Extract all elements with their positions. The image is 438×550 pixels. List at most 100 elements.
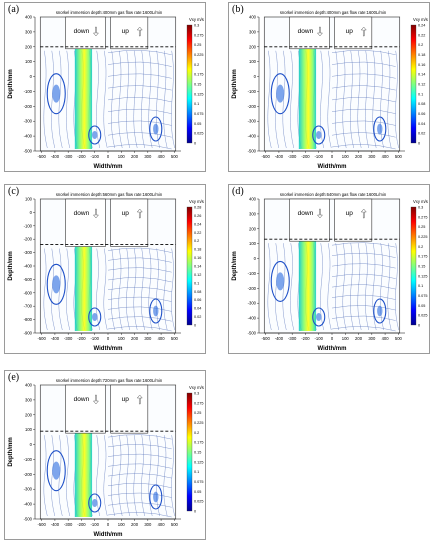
x-tick-label: 300 <box>144 336 152 341</box>
streamline <box>331 132 396 138</box>
x-tick-label: 400 <box>382 336 390 341</box>
panel-a: (a) snorkel immersion depth:400mm gas fl… <box>4 2 206 172</box>
y-tick-label: 100 <box>249 59 257 64</box>
down-label: down <box>298 28 314 35</box>
x-tick-label: 0 <box>107 336 110 341</box>
streamline <box>107 267 172 273</box>
y-tick-label: 0 <box>254 74 257 79</box>
colorbar-tick-label: 0.14 <box>194 265 201 269</box>
y-tick-label: 100 <box>249 241 257 246</box>
streamline <box>331 97 396 103</box>
y-tick-label: 300 <box>25 29 33 34</box>
y-tick-label: 0 <box>254 256 257 261</box>
colorbar-tick-label: 0.175 <box>194 441 204 445</box>
streamline <box>107 434 172 440</box>
colorbar-tick-label: 0.225 <box>194 53 204 57</box>
streamline <box>148 50 153 149</box>
y-tick-label: -400 <box>248 316 257 321</box>
streamline <box>331 273 396 279</box>
streamline <box>141 435 145 517</box>
arrow-up-icon <box>136 26 143 37</box>
x-tick-label: 100 <box>118 154 126 159</box>
x-tick-label: -400 <box>51 154 60 159</box>
streamline <box>126 50 130 149</box>
streamline <box>365 50 369 149</box>
streamline <box>107 473 172 479</box>
y-tick-label: 0 <box>30 74 33 79</box>
streamline <box>331 315 396 321</box>
downleg-jet <box>298 47 317 149</box>
x-tick-label: 200 <box>355 336 363 341</box>
streamline <box>107 277 172 283</box>
y-tick-label: 200 <box>249 226 257 231</box>
x-tick-label: -200 <box>77 522 86 527</box>
streamline <box>331 294 396 300</box>
x-tick-label: 300 <box>144 522 152 527</box>
streamline <box>118 50 123 149</box>
streamline <box>103 248 108 331</box>
streamline <box>51 435 55 517</box>
colorbar-tick-label: 0.2 <box>194 431 199 435</box>
vortex-core <box>276 84 285 103</box>
vortex-core <box>92 130 98 140</box>
streamline <box>331 326 396 332</box>
streamlines <box>267 242 399 332</box>
streamline <box>96 50 100 149</box>
colorbar-tick-label: 0.25 <box>194 411 201 415</box>
x-tick-label: -300 <box>64 522 73 527</box>
streamline <box>141 248 145 331</box>
flow-field-chart: snorkel immersion depth:720mm gas flow r… <box>8 378 204 538</box>
streamline <box>331 263 396 269</box>
streamline <box>282 243 287 331</box>
x-tick-label: 400 <box>158 336 166 341</box>
streamline <box>267 50 272 149</box>
streamline <box>126 248 130 331</box>
y-tick-label: 100 <box>25 427 33 432</box>
colorbar-tick-label: 0.075 <box>194 112 204 116</box>
x-tick-label: 0 <box>107 522 110 527</box>
colorbar-tick-label: 0.18 <box>418 53 425 57</box>
x-tick-label: -400 <box>275 154 284 159</box>
y-tick-label: -200 <box>24 104 33 109</box>
arrow-up-icon <box>136 208 143 219</box>
snorkel <box>289 198 330 242</box>
panel-b: (b) snorkel immersion depth:400mm gas fl… <box>228 2 430 172</box>
down-label: down <box>298 210 314 217</box>
vortex <box>149 298 163 324</box>
streamline <box>327 243 332 331</box>
down-label: down <box>74 210 90 217</box>
x-tick-label: -300 <box>64 336 73 341</box>
streamline <box>335 243 339 331</box>
y-tick-label: -300 <box>248 119 257 124</box>
colorbar-tick-label: 0.2 <box>194 63 199 67</box>
x-tick-label: 100 <box>118 336 126 341</box>
colorbar-tick-label: 0.08 <box>194 290 201 294</box>
streamline <box>107 492 172 498</box>
streamline <box>107 61 172 67</box>
streamline <box>43 248 48 331</box>
colorbar-tick-label: 0.22 <box>418 33 425 37</box>
streamline <box>107 132 172 138</box>
snorkel <box>334 16 373 50</box>
panel-letter: (d) <box>232 186 244 197</box>
colorbar-label: Vxy m/s <box>413 17 428 22</box>
colorbar-tick-label: 0.3 <box>418 206 423 210</box>
streamline <box>107 296 172 302</box>
x-tick-label: 300 <box>368 154 376 159</box>
x-tick-label: 500 <box>171 522 179 527</box>
x-axis-label: Width/mm <box>318 346 347 352</box>
x-axis-label: Width/mm <box>318 164 347 170</box>
snorkel <box>65 198 106 247</box>
colorbar-tick-label: 0.2 <box>418 245 423 249</box>
streamline <box>107 453 172 459</box>
x-tick-label: 200 <box>355 154 363 159</box>
up-label: up <box>346 210 354 217</box>
panel-c: (c) snorkel immersion depth:560mm gas fl… <box>4 184 206 354</box>
snorkel <box>65 384 106 434</box>
x-tick-label: 200 <box>131 336 139 341</box>
x-axis-label: Width/mm <box>94 346 123 352</box>
y-tick-label: 400 <box>25 383 33 388</box>
streamline <box>96 435 100 517</box>
streamline <box>107 73 172 79</box>
y-tick-label: -600 <box>24 290 33 295</box>
